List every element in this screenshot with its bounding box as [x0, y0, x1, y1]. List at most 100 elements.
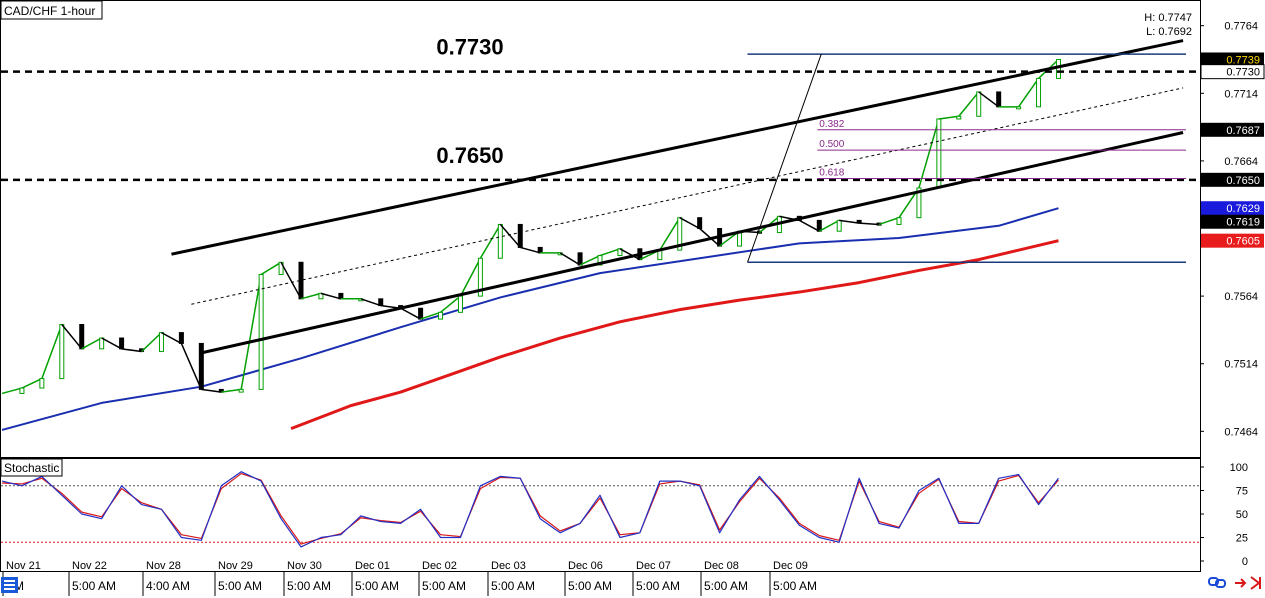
price-segment	[101, 337, 122, 350]
stoch-tick-label: 50	[1236, 509, 1248, 521]
price-tag-box	[1201, 233, 1264, 248]
price-segment	[121, 348, 142, 353]
time-time-label: 5:00 AM	[218, 579, 262, 593]
stoch-tick-label: 25	[1236, 533, 1248, 545]
price-candle	[198, 342, 204, 390]
price-segment	[400, 307, 421, 320]
price-segment	[201, 388, 222, 393]
main-panel-frame	[0, 0, 1201, 458]
price-candle	[537, 246, 543, 254]
price-tag-label: 0.7739	[1226, 54, 1260, 66]
time-date-label: Dec 07	[636, 560, 671, 572]
time-date-label: Dec 08	[704, 560, 739, 572]
price-candle	[258, 273, 264, 390]
price-tag-box	[1201, 52, 1264, 67]
price-segment	[240, 274, 262, 390]
price-segment	[161, 331, 182, 345]
price-segment	[300, 292, 322, 300]
level-annotation: 0.7730	[436, 35, 503, 60]
fib-trend-line[interactable]	[747, 53, 822, 263]
price-tag-label: 0.7619	[1226, 217, 1260, 229]
time-date-label: Dec 03	[491, 560, 526, 572]
fib-level-label: 0.618	[819, 167, 844, 178]
stochastic-label-box	[0, 458, 63, 477]
price-tag-box	[1201, 122, 1264, 137]
time-date-label: Dec 09	[773, 560, 808, 572]
fib-level-label: 0.500	[819, 139, 844, 150]
menu-icon[interactable]	[1, 577, 18, 593]
price-segment	[599, 248, 621, 257]
price-candle	[996, 91, 1002, 108]
price-candle	[178, 332, 184, 344]
symbol-label-box	[0, 0, 103, 20]
cursor-icon[interactable]	[1250, 576, 1261, 590]
price-segment	[41, 324, 63, 379]
price-segment	[878, 216, 900, 226]
price-candle	[119, 337, 125, 350]
price-tag-box	[1201, 201, 1264, 216]
price-candle	[517, 223, 523, 248]
price-segment	[180, 343, 203, 390]
price-candle	[956, 115, 962, 120]
time-time-label: 5:00 AM	[491, 579, 535, 593]
channel-upper-line[interactable]	[171, 39, 1184, 256]
price-candle	[158, 332, 164, 353]
ma-slow-line	[290, 239, 1059, 431]
time-date-label: Dec 06	[568, 560, 603, 572]
price-series	[1, 58, 1061, 395]
price-candle	[497, 223, 503, 259]
time-time-label: 5:00 AM	[355, 579, 399, 593]
time-date-label: Nov 29	[218, 560, 253, 572]
price-segment	[579, 254, 601, 266]
drawn-lines[interactable]: 0.7730 0.7650 0.382 0.500 0.618	[1, 35, 1199, 355]
price-segment	[679, 217, 701, 230]
price-tick-label: 0.7714	[1224, 88, 1258, 100]
price-tag-box	[1200, 64, 1265, 80]
price-segment	[440, 295, 461, 313]
time-time-label: 5:00 AM	[636, 579, 680, 593]
stoch-d-line	[1, 472, 1059, 545]
price-segment	[420, 311, 441, 320]
price-segment	[360, 298, 381, 307]
price-segment	[859, 222, 880, 226]
price-segment	[81, 337, 103, 350]
price-segment	[21, 377, 43, 389]
price-segment	[559, 252, 581, 266]
price-segment	[61, 324, 83, 350]
price-candle	[378, 298, 384, 307]
price-candle	[1055, 58, 1061, 79]
price-candle	[697, 217, 703, 229]
time-date-label: Nov 30	[287, 560, 322, 572]
price-segment	[520, 246, 541, 254]
price-segment	[918, 118, 940, 189]
price-candle	[836, 219, 842, 232]
stoch-tick-label: 100	[1230, 462, 1248, 474]
time-time-label: 5:00 AM	[704, 579, 748, 593]
price-tag-label: 0.7650	[1226, 175, 1260, 187]
channel-lower-line[interactable]	[201, 131, 1184, 355]
fib-level-label: 0.382	[819, 119, 844, 130]
high-label: H: 0.7747	[1144, 12, 1192, 24]
arrow-icon[interactable]	[1235, 578, 1247, 588]
price-candle	[99, 337, 105, 350]
price-candle	[19, 387, 25, 394]
price-candle	[457, 295, 463, 313]
price-segment	[958, 91, 980, 117]
price-segment	[798, 219, 820, 232]
price-tag-label: 0.7605	[1226, 236, 1260, 248]
price-tag-box	[1201, 172, 1264, 187]
price-candle	[438, 311, 444, 320]
price-segment	[221, 388, 242, 393]
price-candle	[59, 323, 65, 380]
time-time-label: 5:00 AM	[72, 579, 116, 593]
price-candle	[418, 307, 424, 320]
price-candle	[79, 323, 85, 350]
price-segment	[459, 257, 482, 297]
price-segment	[1, 387, 23, 395]
price-segment	[619, 248, 641, 261]
link-icon[interactable]	[1208, 577, 1226, 588]
channel-mid-line[interactable]	[191, 87, 1184, 305]
price-candle	[39, 378, 45, 389]
